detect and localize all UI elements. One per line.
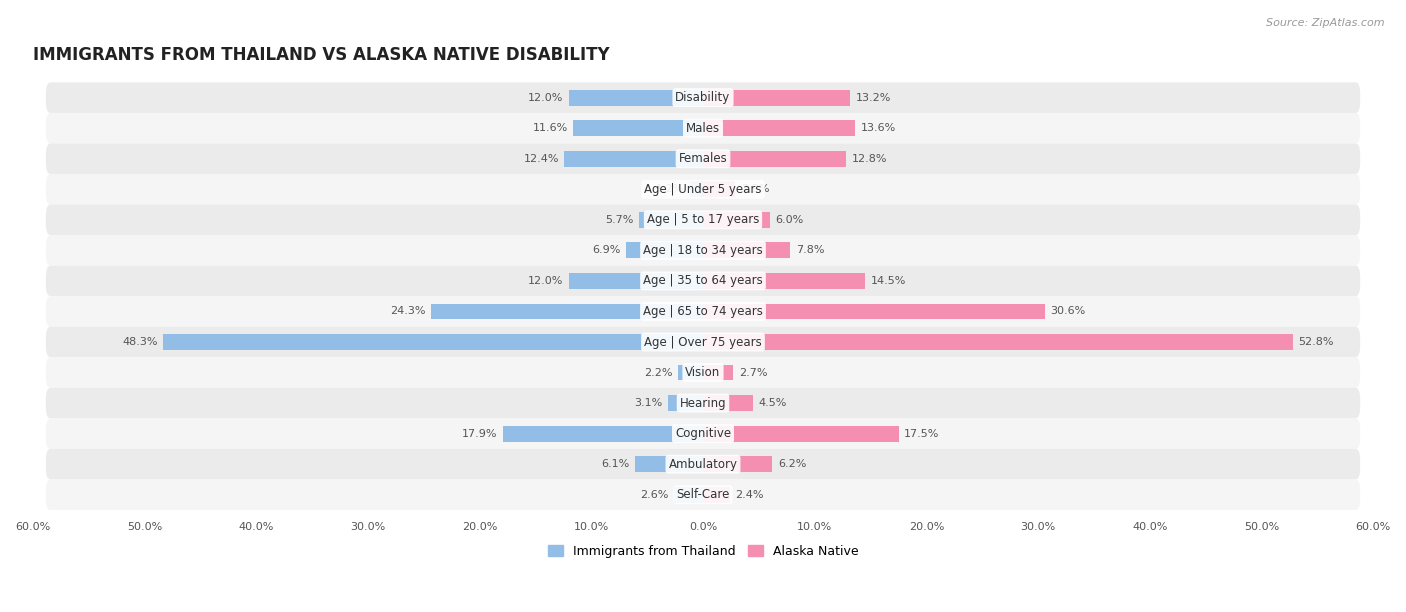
Bar <box>569 90 703 106</box>
FancyBboxPatch shape <box>46 327 1360 357</box>
Text: 6.0%: 6.0% <box>776 215 804 225</box>
FancyBboxPatch shape <box>46 479 1360 510</box>
FancyBboxPatch shape <box>46 174 1360 204</box>
Text: 5.7%: 5.7% <box>606 215 634 225</box>
Text: 17.5%: 17.5% <box>904 428 939 439</box>
Text: Age | 65 to 74 years: Age | 65 to 74 years <box>643 305 763 318</box>
FancyBboxPatch shape <box>46 143 1360 174</box>
Text: 6.9%: 6.9% <box>592 245 620 255</box>
Text: 30.6%: 30.6% <box>1050 307 1085 316</box>
Text: 12.0%: 12.0% <box>529 276 564 286</box>
Text: 13.2%: 13.2% <box>856 92 891 103</box>
Bar <box>703 365 733 381</box>
Bar <box>636 456 703 472</box>
FancyBboxPatch shape <box>46 449 1360 479</box>
FancyBboxPatch shape <box>46 388 1360 419</box>
Text: Self-Care: Self-Care <box>676 488 730 501</box>
Text: Ambulatory: Ambulatory <box>668 458 738 471</box>
Text: 4.5%: 4.5% <box>759 398 787 408</box>
Bar <box>626 242 703 258</box>
Text: 2.6%: 2.6% <box>640 490 668 500</box>
Bar <box>679 365 703 381</box>
Text: Source: ZipAtlas.com: Source: ZipAtlas.com <box>1267 18 1385 28</box>
FancyBboxPatch shape <box>46 113 1360 143</box>
FancyBboxPatch shape <box>46 357 1360 388</box>
Bar <box>703 334 1294 350</box>
Text: Age | Over 75 years: Age | Over 75 years <box>644 335 762 348</box>
Text: 7.8%: 7.8% <box>796 245 824 255</box>
Bar <box>703 395 754 411</box>
Text: 52.8%: 52.8% <box>1299 337 1334 347</box>
Bar <box>703 273 865 289</box>
Text: 14.5%: 14.5% <box>870 276 905 286</box>
FancyBboxPatch shape <box>46 235 1360 266</box>
Text: 17.9%: 17.9% <box>463 428 498 439</box>
Text: 2.4%: 2.4% <box>735 490 763 500</box>
FancyBboxPatch shape <box>46 204 1360 235</box>
FancyBboxPatch shape <box>46 83 1360 113</box>
Bar <box>703 90 851 106</box>
Text: Age | 18 to 34 years: Age | 18 to 34 years <box>643 244 763 257</box>
Bar <box>569 273 703 289</box>
Bar <box>564 151 703 166</box>
Text: 2.7%: 2.7% <box>738 368 768 378</box>
Bar <box>703 212 770 228</box>
Text: 11.6%: 11.6% <box>533 123 568 133</box>
Text: Males: Males <box>686 122 720 135</box>
FancyBboxPatch shape <box>46 266 1360 296</box>
Bar <box>163 334 703 350</box>
Bar <box>668 395 703 411</box>
Bar <box>703 151 846 166</box>
Legend: Immigrants from Thailand, Alaska Native: Immigrants from Thailand, Alaska Native <box>543 540 863 562</box>
Bar <box>574 120 703 136</box>
Bar <box>640 212 703 228</box>
Text: Age | 35 to 64 years: Age | 35 to 64 years <box>643 274 763 288</box>
Text: 13.6%: 13.6% <box>860 123 896 133</box>
Bar <box>673 487 703 502</box>
Bar <box>703 456 772 472</box>
Bar <box>503 426 703 442</box>
Text: Age | 5 to 17 years: Age | 5 to 17 years <box>647 214 759 226</box>
Bar <box>703 487 730 502</box>
Bar <box>703 426 898 442</box>
FancyBboxPatch shape <box>46 296 1360 327</box>
Text: 6.2%: 6.2% <box>778 459 806 469</box>
Text: IMMIGRANTS FROM THAILAND VS ALASKA NATIVE DISABILITY: IMMIGRANTS FROM THAILAND VS ALASKA NATIV… <box>32 46 609 64</box>
Bar <box>703 181 735 197</box>
Text: 6.1%: 6.1% <box>600 459 630 469</box>
Bar <box>703 242 790 258</box>
Text: 2.2%: 2.2% <box>644 368 673 378</box>
Bar <box>689 181 703 197</box>
Text: 12.0%: 12.0% <box>529 92 564 103</box>
Text: 12.8%: 12.8% <box>852 154 887 164</box>
Text: Hearing: Hearing <box>679 397 727 409</box>
Text: Disability: Disability <box>675 91 731 104</box>
Text: 1.2%: 1.2% <box>655 184 683 194</box>
Text: 2.9%: 2.9% <box>741 184 769 194</box>
Text: Vision: Vision <box>685 366 721 379</box>
Text: Age | Under 5 years: Age | Under 5 years <box>644 183 762 196</box>
Bar <box>703 120 855 136</box>
Text: 12.4%: 12.4% <box>523 154 558 164</box>
Text: Cognitive: Cognitive <box>675 427 731 440</box>
Bar <box>703 304 1045 319</box>
Bar <box>432 304 703 319</box>
Text: 3.1%: 3.1% <box>634 398 662 408</box>
FancyBboxPatch shape <box>46 419 1360 449</box>
Text: Females: Females <box>679 152 727 165</box>
Text: 48.3%: 48.3% <box>122 337 157 347</box>
Text: 24.3%: 24.3% <box>391 307 426 316</box>
